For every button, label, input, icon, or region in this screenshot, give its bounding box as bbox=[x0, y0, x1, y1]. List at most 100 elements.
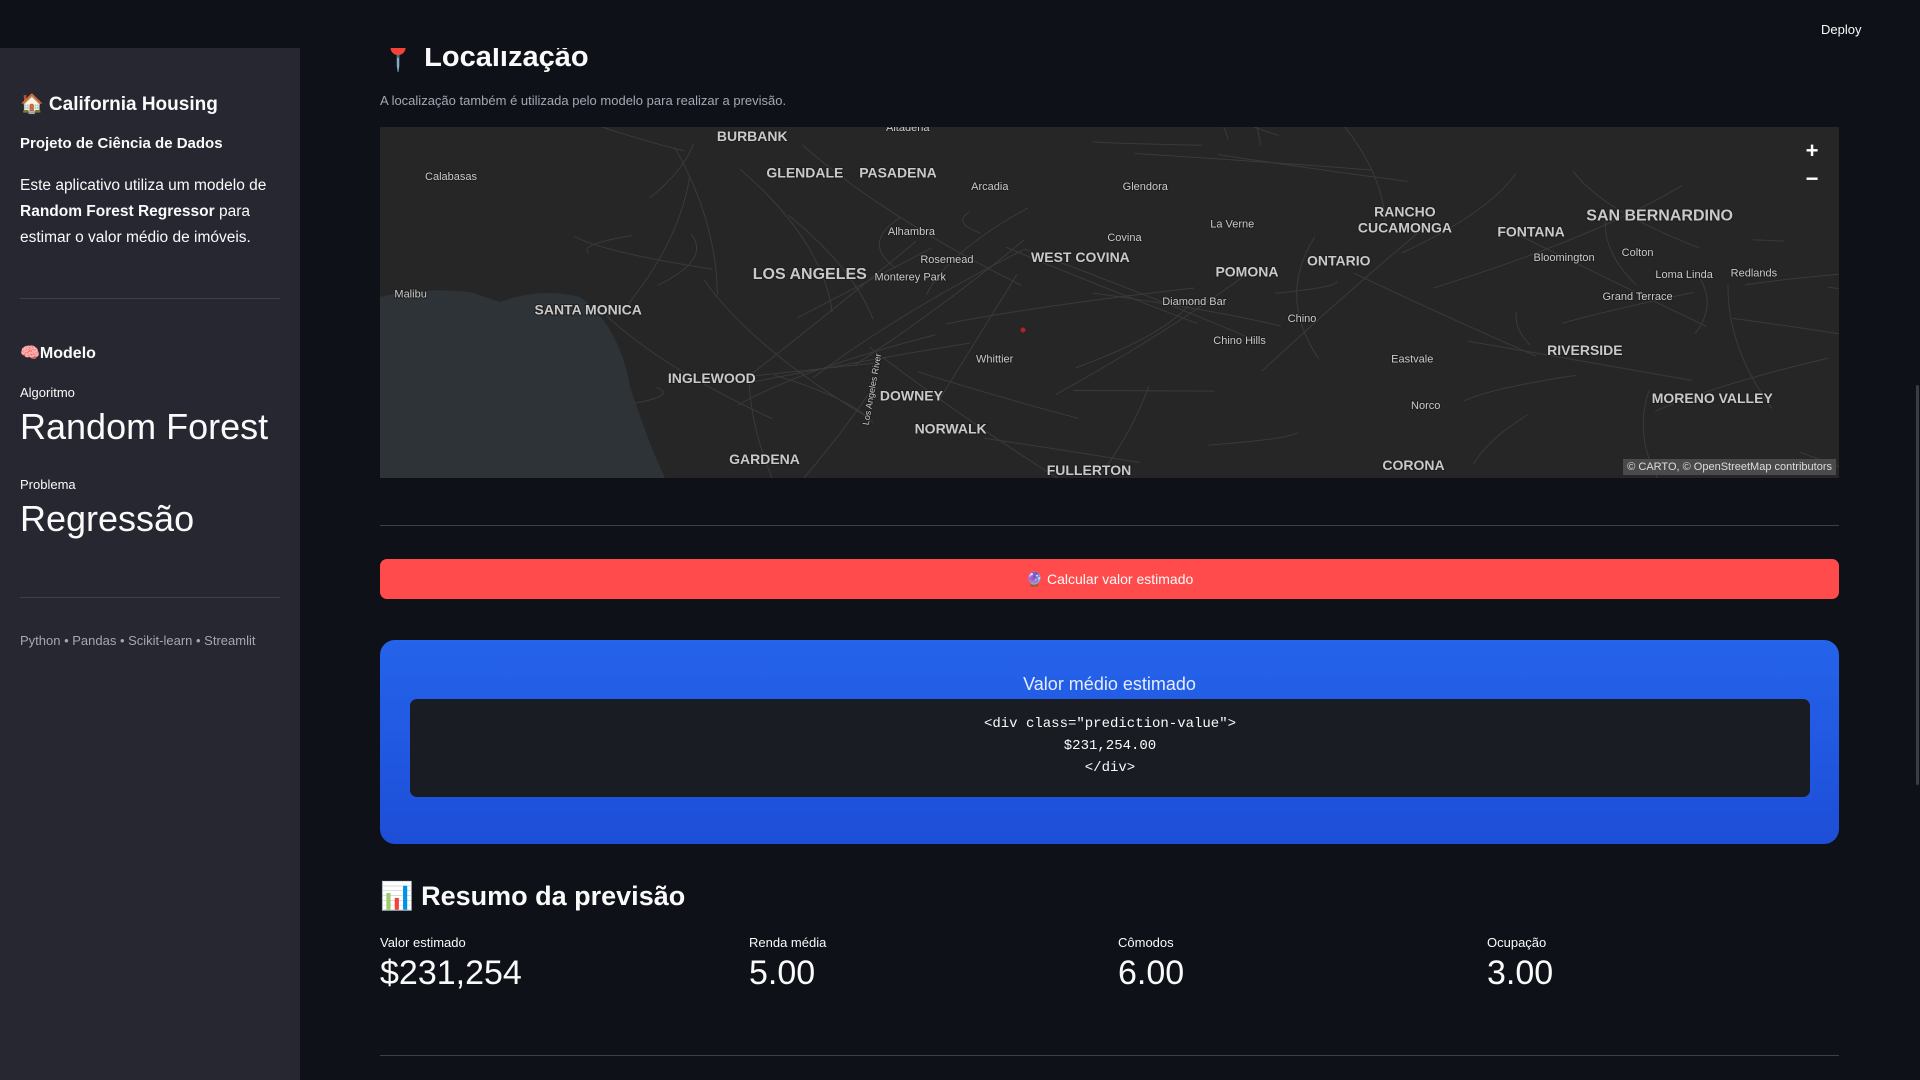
metric-label: Ocupação bbox=[1487, 935, 1547, 950]
map-label: Eastvale bbox=[1391, 353, 1433, 365]
map-label: WEST COVINA bbox=[1031, 249, 1130, 265]
sidebar-footer: Python • Pandas • Scikit-learn • Streaml… bbox=[20, 633, 256, 648]
road bbox=[945, 287, 1194, 325]
map-canvas: Altadena BURBANK GLENDALE PASADENA Arcadia Gl… bbox=[380, 127, 1839, 478]
map-label: GLENDALE bbox=[766, 165, 843, 181]
map-label: Colton bbox=[1622, 247, 1654, 259]
road bbox=[1097, 386, 1150, 478]
road bbox=[1432, 185, 1682, 289]
map-label: SAN BERNARDINO bbox=[1586, 207, 1733, 224]
map-label: CUCAMONGA bbox=[1358, 220, 1452, 236]
road bbox=[1296, 236, 1320, 360]
metric-label: Valor estimado bbox=[380, 935, 466, 950]
link[interactable]: © OpenStreetMap bbox=[1682, 461, 1772, 473]
metric-label: Problema bbox=[20, 477, 76, 492]
metric-value: Random Forest bbox=[20, 406, 269, 447]
road bbox=[1727, 284, 1773, 410]
sidebar-subtitle: Projeto de Ciência de Dados bbox=[20, 135, 223, 152]
metric-label: Algoritmo bbox=[20, 385, 75, 400]
description: Este aplicativo utiliza um modelo de Ran… bbox=[20, 173, 292, 251]
road bbox=[803, 386, 874, 478]
road bbox=[634, 386, 664, 404]
map-label: FONTANA bbox=[1497, 223, 1564, 239]
road bbox=[1353, 272, 1537, 357]
attribution: © CARTO, © OpenStreetMap contributors bbox=[1623, 459, 1836, 475]
road bbox=[1572, 170, 1700, 249]
map-label: LOS ANGELES bbox=[753, 266, 867, 283]
map-label: Loma Linda bbox=[1655, 269, 1713, 281]
map-label: Calabasas bbox=[425, 171, 477, 183]
road bbox=[1472, 414, 1529, 465]
road bbox=[1217, 154, 1408, 182]
text: © CARTO bbox=[1627, 461, 1677, 473]
caption: A localização também é utilizada pelo mo… bbox=[380, 93, 787, 108]
map-label: Alhambra bbox=[888, 226, 936, 238]
zoom-in[interactable]: + bbox=[1805, 138, 1819, 163]
divider bbox=[380, 525, 1839, 526]
road bbox=[1642, 390, 1659, 478]
calculate-button[interactable]: 🔮 Calcular valor estimado bbox=[380, 559, 1839, 599]
road bbox=[853, 239, 1025, 367]
road bbox=[878, 216, 902, 269]
roads bbox=[573, 127, 1839, 478]
deploy-button[interactable]: Deploy bbox=[1821, 22, 1862, 37]
map-label: Chino bbox=[1288, 313, 1317, 325]
road bbox=[1694, 272, 1708, 335]
map-label: Arcadia bbox=[971, 181, 1009, 193]
map-label: Monterey Park bbox=[874, 271, 946, 283]
road bbox=[1828, 286, 1839, 290]
map-label: Redlands bbox=[1731, 268, 1778, 280]
zoom-out[interactable]: − bbox=[1805, 166, 1819, 191]
metric-label: Cômodos bbox=[1118, 935, 1174, 950]
road bbox=[657, 233, 698, 286]
map-label: Grand Terrace bbox=[1603, 291, 1673, 303]
map-label: Covina bbox=[1107, 232, 1142, 244]
map-label: Bloomington bbox=[1534, 252, 1595, 264]
road bbox=[1344, 127, 1386, 222]
road bbox=[1055, 274, 1246, 396]
metric-value: 3.00 bbox=[1487, 954, 1554, 992]
map[interactable]: Altadena BURBANK GLENDALE PASADENA Arcadia Gl… bbox=[380, 127, 1839, 478]
road bbox=[748, 381, 773, 478]
road bbox=[1075, 297, 1195, 369]
road bbox=[1223, 127, 1229, 140]
code-line: $231,254.00 bbox=[1063, 738, 1157, 754]
map-label: ONTARIO bbox=[1307, 253, 1371, 269]
result-title: Valor médio estimado bbox=[1023, 674, 1196, 694]
map-label: CORONA bbox=[1382, 457, 1444, 473]
road bbox=[1252, 127, 1279, 136]
road bbox=[1275, 281, 1337, 294]
metric-value: Regressão bbox=[20, 498, 195, 539]
map-label: Whittier bbox=[976, 353, 1014, 365]
road bbox=[1498, 225, 1707, 327]
divider bbox=[380, 1055, 1839, 1056]
road bbox=[917, 371, 1079, 419]
map-label: La Verne bbox=[1210, 219, 1254, 231]
map-label: Altadena bbox=[886, 127, 930, 134]
road bbox=[674, 147, 718, 295]
code-block: <div class="prediction-value"> $231,254.… bbox=[410, 699, 1810, 797]
text: contributors bbox=[1774, 461, 1832, 473]
road bbox=[1134, 152, 1372, 171]
scrollbar bbox=[1916, 385, 1919, 785]
road bbox=[573, 235, 713, 270]
road bbox=[1515, 312, 1531, 346]
metric-value: 6.00 bbox=[1118, 954, 1185, 992]
map-label: GARDENA bbox=[729, 451, 800, 467]
map-label: PASADENA bbox=[859, 165, 937, 181]
road bbox=[1261, 225, 1427, 372]
road bbox=[984, 437, 1140, 463]
road bbox=[606, 315, 773, 419]
map-label: Malibu bbox=[394, 289, 426, 301]
road bbox=[739, 168, 833, 313]
location-marker bbox=[1020, 327, 1026, 333]
ocean bbox=[380, 290, 665, 478]
road bbox=[628, 176, 691, 304]
code-line: <div class="prediction-value"> bbox=[983, 716, 1237, 732]
road bbox=[1467, 340, 1692, 381]
road bbox=[1073, 389, 1215, 392]
map-label: DOWNEY bbox=[880, 387, 944, 403]
road bbox=[1092, 141, 1203, 146]
road bbox=[774, 374, 874, 424]
